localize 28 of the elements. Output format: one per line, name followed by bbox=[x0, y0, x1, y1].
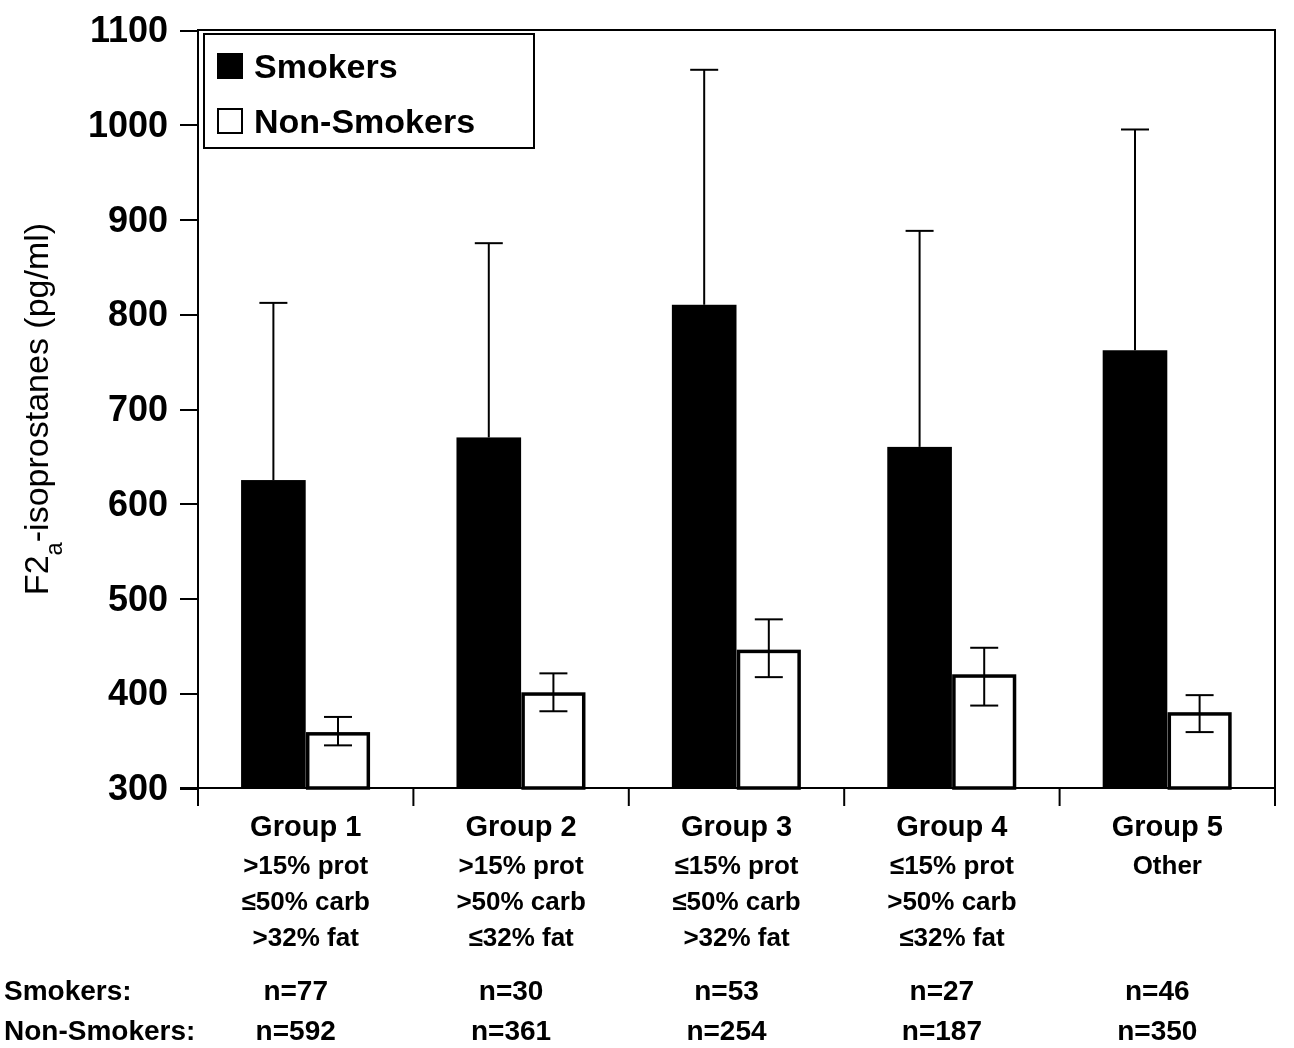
y-tick-label: 300 bbox=[107, 767, 168, 809]
x-tick-label: Group 2 >15% prot >50% carb ≤32% fat bbox=[456, 810, 586, 952]
text: n=30 bbox=[478, 974, 544, 1006]
x-tick-label: Group 1 >15% prot ≤50% carb >32% fat bbox=[241, 810, 370, 952]
y-tick-label: 600 bbox=[107, 482, 168, 524]
y-tick-label: 500 bbox=[107, 577, 168, 619]
y-tick-label: 900 bbox=[107, 198, 168, 240]
y-tick-label: 700 bbox=[107, 388, 168, 430]
text: Smokers: bbox=[4, 974, 132, 1006]
text: n=187 bbox=[901, 1014, 982, 1046]
text: n=27 bbox=[909, 974, 975, 1006]
text: n=361 bbox=[471, 1014, 552, 1046]
text: n=46 bbox=[1125, 974, 1190, 1006]
y-tick-label: 800 bbox=[107, 293, 168, 335]
y-tick-label: 1000 bbox=[87, 103, 168, 145]
x-tick-label: Group 5 Other bbox=[1111, 810, 1223, 880]
text: n=592 bbox=[255, 1014, 336, 1046]
legend-label: Smokers bbox=[254, 46, 398, 85]
y-tick-label: 1100 bbox=[89, 9, 168, 51]
text: n=53 bbox=[694, 974, 759, 1006]
text: n=254 bbox=[686, 1014, 768, 1046]
text: n=350 bbox=[1117, 1014, 1198, 1046]
y-tick-label: 400 bbox=[107, 672, 168, 714]
text: n=77 bbox=[263, 974, 328, 1006]
x-tick-label: Group 3 ≤15% prot ≤50% carb >32% fat bbox=[672, 810, 801, 952]
legend-label: Non-Smokers bbox=[254, 101, 476, 140]
text: Non-Smokers: bbox=[4, 1014, 196, 1046]
x-tick-label: Group 4 ≤15% prot >50% carb ≤32% fat bbox=[887, 810, 1017, 952]
